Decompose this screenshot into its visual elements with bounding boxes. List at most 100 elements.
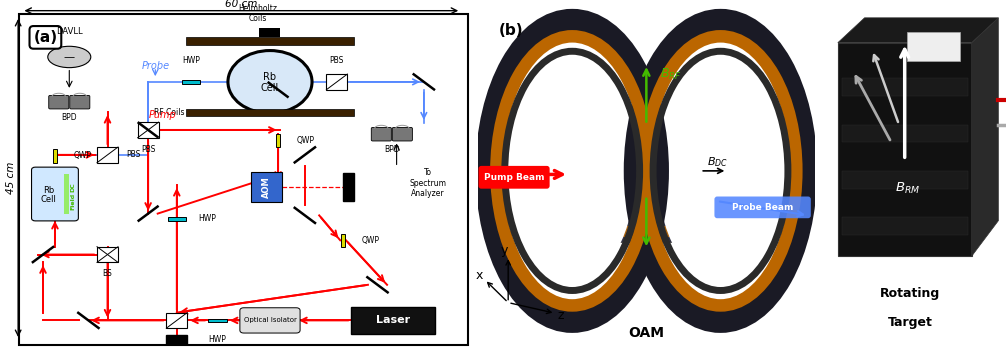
Text: $B_{RF}$: $B_{RF}$ [660, 67, 682, 82]
Text: 60 cm: 60 cm [225, 0, 258, 9]
Bar [97, 147, 118, 163]
FancyBboxPatch shape [572, 139, 724, 210]
Text: PBS: PBS [141, 145, 155, 154]
Text: BS: BS [103, 268, 113, 278]
FancyBboxPatch shape [714, 197, 811, 218]
Text: HWP: HWP [198, 214, 216, 224]
Text: Cell: Cell [41, 195, 56, 204]
Text: To
Spectrum
Analyzer: To Spectrum Analyzer [409, 168, 447, 198]
Text: QWP: QWP [361, 236, 379, 245]
Bar [572, 160, 720, 171]
Bar [186, 37, 353, 45]
Bar [572, 121, 720, 126]
Bar [572, 237, 720, 242]
Text: Rb: Rb [264, 72, 277, 82]
FancyBboxPatch shape [239, 308, 300, 333]
FancyBboxPatch shape [479, 166, 549, 189]
Text: DAVLL: DAVLL [56, 27, 82, 36]
Bar [138, 122, 159, 138]
Text: Laser: Laser [376, 315, 410, 325]
Text: Helmholtz
Coils: Helmholtz Coils [238, 4, 278, 23]
Bar [572, 226, 720, 237]
Bar [326, 74, 347, 90]
Bar [166, 313, 187, 328]
Bar [572, 171, 720, 176]
Bar [351, 307, 435, 334]
Polygon shape [972, 18, 998, 256]
Ellipse shape [657, 59, 784, 283]
Text: OAM: OAM [629, 326, 664, 340]
Bar [276, 134, 281, 147]
Text: AOM: AOM [263, 176, 272, 198]
Text: Probe Beam: Probe Beam [732, 203, 794, 212]
Text: $B_{DC}$: $B_{DC}$ [707, 155, 728, 169]
FancyBboxPatch shape [69, 95, 90, 109]
Text: $B_{RM}$: $B_{RM}$ [895, 181, 920, 196]
Text: PBS: PBS [330, 56, 344, 65]
Text: HWP: HWP [182, 56, 200, 65]
Text: BPD: BPD [61, 113, 77, 122]
Bar [572, 189, 720, 210]
Circle shape [228, 51, 312, 113]
Ellipse shape [47, 46, 91, 68]
Text: HWP: HWP [208, 335, 226, 345]
Bar [842, 171, 968, 189]
Text: y: y [501, 245, 508, 257]
Text: Cell: Cell [261, 83, 279, 93]
Text: Target: Target [888, 316, 933, 329]
Bar [572, 121, 720, 142]
Text: QWP: QWP [296, 136, 314, 145]
Bar [572, 205, 720, 210]
Text: Field: Field [70, 193, 75, 210]
Bar [63, 174, 69, 214]
Text: PBS: PBS [127, 150, 141, 159]
Text: QWP: QWP [74, 151, 93, 160]
Text: Probe: Probe [141, 61, 169, 71]
Bar [842, 125, 968, 142]
Polygon shape [838, 18, 998, 43]
Bar [166, 335, 187, 344]
Text: Rotating: Rotating [880, 287, 941, 300]
Bar [842, 217, 968, 235]
Bar [186, 109, 353, 116]
Text: BPD: BPD [384, 145, 399, 154]
Text: —: — [63, 52, 74, 62]
Bar [842, 78, 968, 96]
Text: PBS: PBS [170, 335, 184, 345]
Bar [572, 126, 720, 137]
Polygon shape [838, 43, 972, 256]
FancyBboxPatch shape [48, 95, 68, 109]
Bar [906, 32, 960, 61]
FancyBboxPatch shape [371, 127, 391, 141]
Text: (b): (b) [499, 23, 524, 38]
Bar [52, 149, 57, 162]
Bar [252, 172, 282, 202]
Bar [168, 217, 186, 221]
Bar [572, 194, 720, 205]
Bar [343, 173, 353, 201]
Bar [572, 221, 720, 242]
Text: RF Coils: RF Coils [155, 108, 185, 117]
Text: Pump: Pump [149, 110, 176, 120]
Text: Optical Isolator: Optical Isolator [243, 318, 297, 323]
Text: Pump Beam: Pump Beam [484, 173, 544, 182]
Bar [572, 137, 720, 142]
Text: 45 cm: 45 cm [5, 162, 15, 194]
Bar [572, 155, 720, 160]
Bar [97, 247, 118, 262]
Text: DC: DC [70, 182, 75, 192]
Bar [572, 221, 720, 226]
Bar [572, 155, 720, 176]
Text: x: x [476, 269, 483, 282]
Text: (a): (a) [33, 30, 57, 45]
Bar [572, 189, 720, 194]
Bar [341, 234, 345, 247]
Text: Rb: Rb [43, 186, 54, 195]
FancyBboxPatch shape [392, 127, 412, 141]
Bar [260, 28, 281, 37]
Ellipse shape [509, 59, 636, 283]
Bar [208, 319, 226, 322]
Bar [182, 80, 200, 84]
Text: z: z [557, 309, 563, 321]
FancyBboxPatch shape [31, 167, 78, 221]
